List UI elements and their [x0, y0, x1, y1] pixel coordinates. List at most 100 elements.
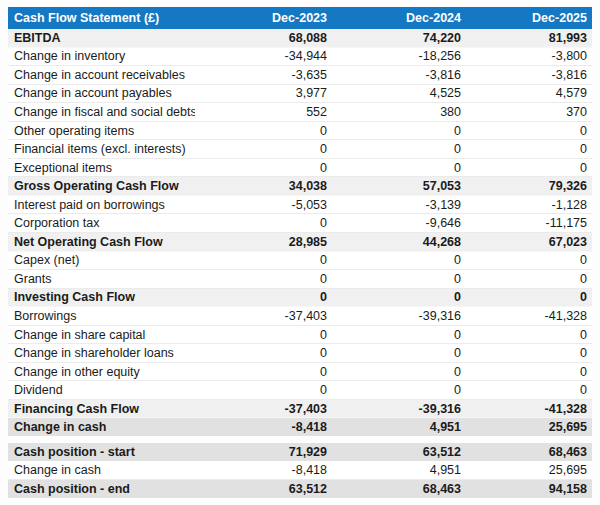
row-label: Other operating items [8, 124, 195, 138]
row-value-dec-2023: -37,403 [195, 309, 332, 323]
row-label: Investing Cash Flow [8, 290, 195, 304]
table-header-row: Cash Flow Statement (£) Dec-2023 Dec-202… [8, 7, 592, 29]
table-row: Net Operating Cash Flow 28,985 44,268 67… [8, 233, 592, 252]
row-value-dec-2025: 81,993 [466, 31, 592, 45]
table-row: Cash position - start 71,929 63,512 68,4… [8, 443, 592, 462]
row-value-dec-2025: 0 [466, 142, 592, 156]
row-value-dec-2024: 380 [332, 105, 466, 119]
row-value-dec-2023: -5,053 [195, 198, 332, 212]
row-value-dec-2025: -41,328 [466, 309, 592, 323]
row-label: Change in shareholder loans [8, 346, 195, 360]
table-row: Financial items (excl. interests) 0 0 0 [8, 140, 592, 159]
table-row: Financing Cash Flow -37,403 -39,316 -41,… [8, 400, 592, 419]
row-value-dec-2024: 57,053 [332, 179, 466, 193]
column-header-dec-2024: Dec-2024 [332, 11, 466, 25]
row-value-dec-2024: -39,316 [332, 402, 466, 416]
row-label: Change in account payables [8, 86, 195, 100]
row-value-dec-2023: 3,977 [195, 86, 332, 100]
row-label: Change in account receivables [8, 68, 195, 82]
row-value-dec-2023: 0 [195, 365, 332, 379]
row-value-dec-2025: 0 [466, 272, 592, 286]
cash-flow-table: Cash Flow Statement (£) Dec-2023 Dec-202… [8, 7, 592, 499]
row-value-dec-2025: -1,128 [466, 198, 592, 212]
table-row: Borrowings -37,403 -39,316 -41,328 [8, 307, 592, 326]
row-value-dec-2024: 4,951 [332, 420, 466, 434]
row-value-dec-2024: 44,268 [332, 235, 466, 249]
row-value-dec-2025: 0 [466, 124, 592, 138]
column-header-dec-2023: Dec-2023 [195, 11, 332, 25]
row-value-dec-2024: 0 [332, 290, 466, 304]
row-value-dec-2023: 63,512 [195, 482, 332, 496]
row-value-dec-2024: 0 [332, 161, 466, 175]
row-value-dec-2025: -11,175 [466, 216, 592, 230]
row-value-dec-2024: -3,816 [332, 68, 466, 82]
row-value-dec-2025: 0 [466, 161, 592, 175]
row-label: Exceptional items [8, 161, 195, 175]
row-value-dec-2023: -3,635 [195, 68, 332, 82]
row-value-dec-2024: 0 [332, 346, 466, 360]
row-value-dec-2025: 0 [466, 328, 592, 342]
table-row: Change in account payables 3,977 4,525 4… [8, 85, 592, 104]
table-row: Dividend 0 0 0 [8, 381, 592, 400]
row-value-dec-2024: 68,463 [332, 482, 466, 496]
row-value-dec-2024: 0 [332, 142, 466, 156]
row-label: Change in other equity [8, 365, 195, 379]
row-value-dec-2025: 25,695 [466, 420, 592, 434]
row-value-dec-2023: 0 [195, 328, 332, 342]
row-value-dec-2023: 552 [195, 105, 332, 119]
row-value-dec-2024: 74,220 [332, 31, 466, 45]
row-value-dec-2025: 67,023 [466, 235, 592, 249]
row-value-dec-2023: 71,929 [195, 445, 332, 459]
row-value-dec-2023: 0 [195, 253, 332, 267]
row-value-dec-2025: 0 [466, 383, 592, 397]
table-row: Gross Operating Cash Flow 34,038 57,053 … [8, 177, 592, 196]
row-label: Grants [8, 272, 195, 286]
row-value-dec-2025: 0 [466, 365, 592, 379]
row-label: Change in fiscal and social debts [8, 105, 195, 119]
row-label: Cash position - end [8, 482, 195, 496]
row-value-dec-2024: 0 [332, 328, 466, 342]
row-value-dec-2025: 0 [466, 290, 592, 304]
row-value-dec-2024: -3,139 [332, 198, 466, 212]
row-value-dec-2025: 0 [466, 346, 592, 360]
row-value-dec-2024: 63,512 [332, 445, 466, 459]
row-value-dec-2025: 94,158 [466, 482, 592, 496]
table-row: Change in cash -8,418 4,951 25,695 [8, 462, 592, 481]
table-row: Corporation tax 0 -9,646 -11,175 [8, 214, 592, 233]
row-value-dec-2024: -9,646 [332, 216, 466, 230]
row-value-dec-2023: 0 [195, 272, 332, 286]
row-value-dec-2023: -37,403 [195, 402, 332, 416]
table-body: EBITDA 68,088 74,220 81,993 Change in in… [8, 29, 592, 499]
table-row: Change in account receivables -3,635 -3,… [8, 66, 592, 85]
row-value-dec-2025: -3,800 [466, 49, 592, 63]
row-label: Borrowings [8, 309, 195, 323]
column-header-dec-2025: Dec-2025 [466, 11, 592, 25]
row-label: Change in cash [8, 420, 195, 434]
row-value-dec-2024: -39,316 [332, 309, 466, 323]
row-value-dec-2024: 0 [332, 365, 466, 379]
row-label: Cash position - start [8, 445, 195, 459]
row-value-dec-2023: 0 [195, 142, 332, 156]
table-row: Change in cash -8,418 4,951 25,695 [8, 418, 592, 437]
table-row: Exceptional items 0 0 0 [8, 159, 592, 178]
row-label: Net Operating Cash Flow [8, 235, 195, 249]
row-value-dec-2024: 0 [332, 383, 466, 397]
row-value-dec-2025: -41,328 [466, 402, 592, 416]
row-value-dec-2025: 25,695 [466, 463, 592, 477]
row-label: Gross Operating Cash Flow [8, 179, 195, 193]
table-row: Interest paid on borrowings -5,053 -3,13… [8, 196, 592, 215]
cash-flow-statement-page: Cash Flow Statement (£) Dec-2023 Dec-202… [0, 0, 600, 505]
row-value-dec-2023: 0 [195, 216, 332, 230]
table-row: Change in other equity 0 0 0 [8, 363, 592, 382]
table-row: Investing Cash Flow 0 0 0 [8, 289, 592, 308]
row-label: EBITDA [8, 31, 195, 45]
row-label: Change in cash [8, 463, 195, 477]
row-value-dec-2024: 0 [332, 272, 466, 286]
table-row: Change in fiscal and social debts 552 38… [8, 103, 592, 122]
row-value-dec-2023: -8,418 [195, 420, 332, 434]
row-label: Change in inventory [8, 49, 195, 63]
row-value-dec-2023: 0 [195, 290, 332, 304]
row-label: Interest paid on borrowings [8, 198, 195, 212]
row-value-dec-2023: 28,985 [195, 235, 332, 249]
row-value-dec-2023: 0 [195, 346, 332, 360]
